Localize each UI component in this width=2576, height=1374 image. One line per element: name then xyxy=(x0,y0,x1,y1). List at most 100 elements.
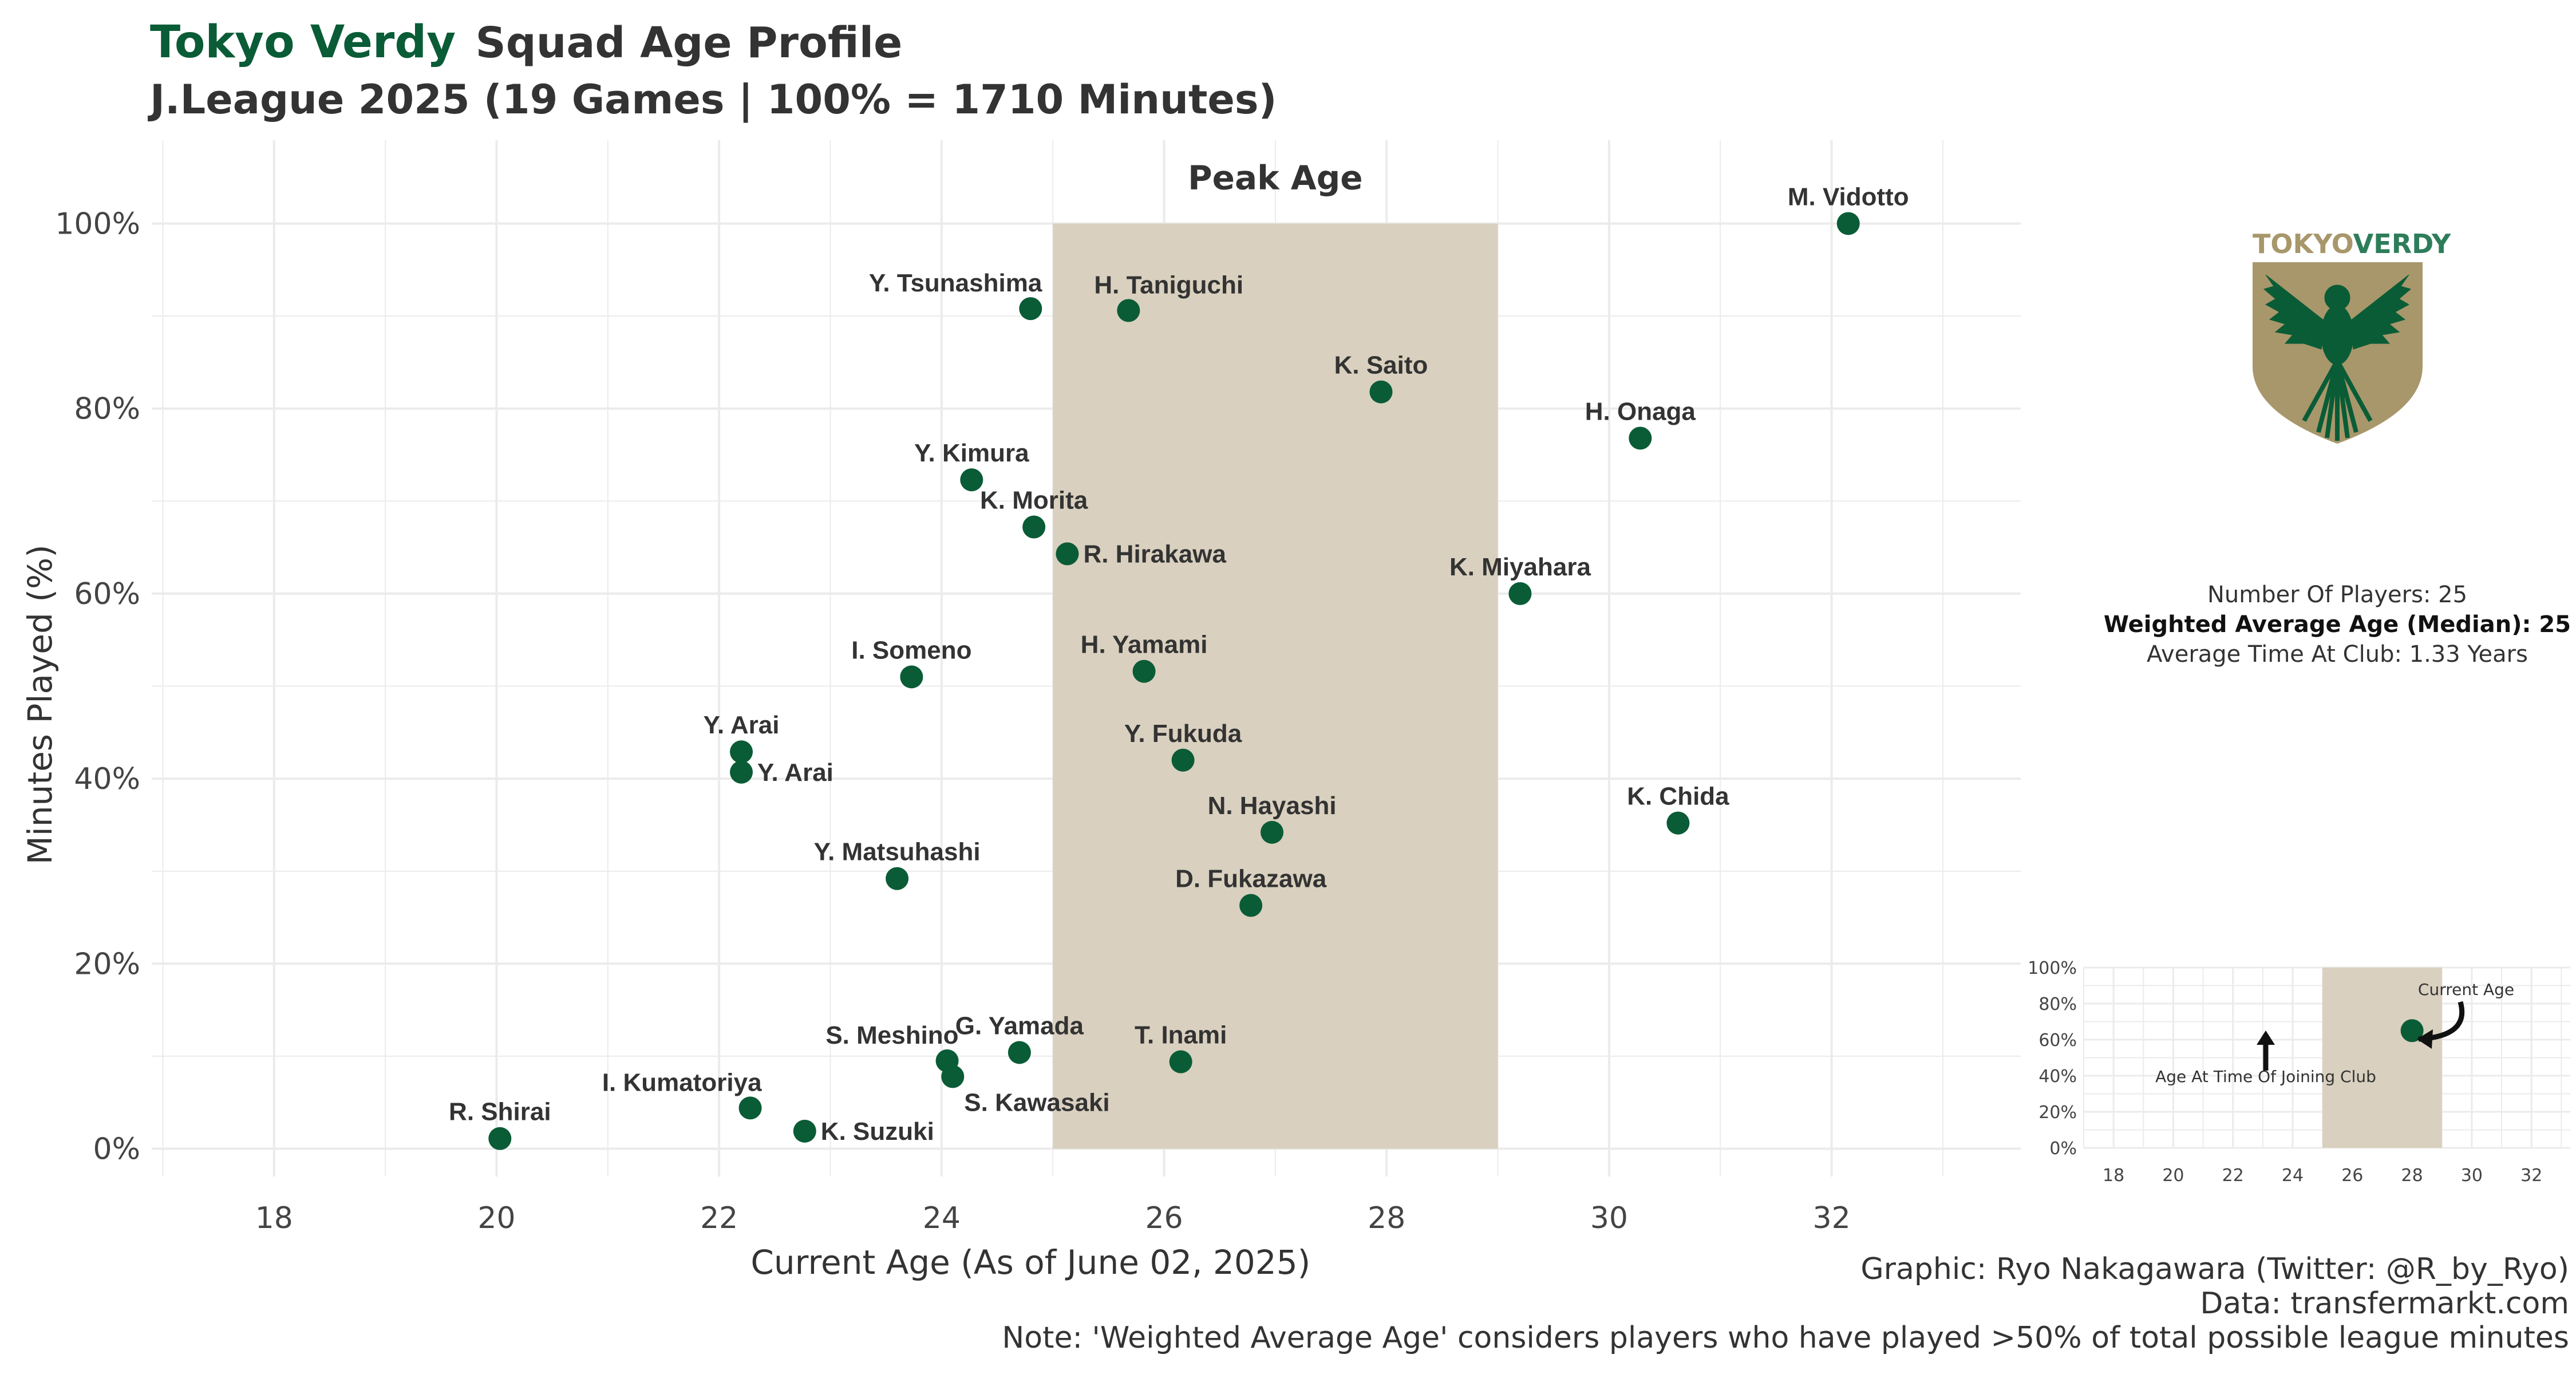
player-label: H. Onaga xyxy=(1585,397,1696,425)
logo-wordmark: TOKYOVERDY xyxy=(2253,228,2451,259)
inset-y-tick-label: 60% xyxy=(2038,1030,2077,1051)
y-tick-label: 40% xyxy=(74,762,140,796)
x-tick-label: 30 xyxy=(1590,1201,1628,1235)
player-label: Y. Arai xyxy=(704,711,780,739)
player-label: I. Someno xyxy=(851,636,971,664)
player-point xyxy=(1508,582,1532,605)
player-point xyxy=(793,1119,816,1143)
inset-y-tick-label: 40% xyxy=(2038,1067,2077,1087)
player-label: S. Meshino xyxy=(825,1021,958,1049)
player-point xyxy=(1019,297,1042,321)
title-rest: Squad Age Profile xyxy=(476,18,903,68)
inset-y-tick-label: 20% xyxy=(2038,1103,2077,1123)
x-tick-label: 26 xyxy=(1145,1201,1183,1235)
player-point xyxy=(900,665,923,689)
inset-x-tick-label: 26 xyxy=(2341,1166,2363,1186)
player-point xyxy=(886,867,909,890)
y-tick-label: 20% xyxy=(74,947,140,981)
player-label: Y. Fukuda xyxy=(1124,720,1242,748)
player-point xyxy=(1171,748,1195,772)
y-tick-label: 0% xyxy=(93,1132,141,1167)
player-label: T. Inami xyxy=(1135,1021,1227,1049)
player-point xyxy=(730,740,753,764)
player-label: H. Yamami xyxy=(1081,631,1208,659)
player-label: Y. Tsunashima xyxy=(869,269,1042,297)
player-point xyxy=(960,468,983,492)
player-point xyxy=(488,1127,512,1150)
player-label: G. Yamada xyxy=(955,1012,1084,1040)
player-label: M. Vidotto xyxy=(1788,183,1909,211)
x-axis-title: Current Age (As of June 02, 2025) xyxy=(750,1243,1310,1282)
current-age-arrowhead-icon xyxy=(2417,1029,2433,1049)
inset-peak-band xyxy=(2322,968,2442,1148)
inset-x-tick-label: 30 xyxy=(2461,1166,2483,1186)
x-tick-label: 22 xyxy=(700,1201,738,1235)
caption-source: Data: transfermarkt.com xyxy=(2200,1286,2569,1321)
player-label: K. Chida xyxy=(1627,783,1729,811)
inset-y-tick-label: 0% xyxy=(2049,1139,2077,1159)
player-point xyxy=(1836,212,1860,235)
player-points xyxy=(488,212,1860,1150)
stat-time-at-club: Average Time At Club: 1.33 Years xyxy=(2147,641,2528,668)
current-age-annotation: Current Age xyxy=(2418,980,2514,999)
chart-title: Tokyo Verdy Squad Age Profile xyxy=(150,17,902,68)
player-labels: M. Vidotto Y. Tsunashima H. Taniguchi K. Sa… xyxy=(449,183,1909,1145)
inset-x-tick-label: 18 xyxy=(2103,1166,2124,1186)
y-tick-label: 60% xyxy=(74,577,140,611)
inset-example-point xyxy=(2400,1019,2424,1043)
player-point xyxy=(1132,660,1156,683)
club-name: Tokyo Verdy xyxy=(150,17,456,68)
y-axis-ticks: 0% 20% 40% 60% 80% 100% xyxy=(55,207,140,1166)
club-logo: TOKYOVERDY xyxy=(2253,228,2451,444)
player-point xyxy=(1008,1041,1031,1064)
inset-y-tick-label: 80% xyxy=(2038,994,2077,1014)
player-point xyxy=(1369,380,1393,404)
peak-age-label: Peak Age xyxy=(1188,159,1363,198)
y-axis-title: Minutes Played (%) xyxy=(21,544,60,864)
stat-player-count: Number Of Players: 25 xyxy=(2207,582,2467,608)
inset-x-tick-label: 24 xyxy=(2282,1166,2304,1186)
player-label: R. Shirai xyxy=(449,1098,551,1126)
inset-x-tick-label: 22 xyxy=(2222,1166,2244,1186)
player-label: R. Hirakawa xyxy=(1083,540,1226,568)
player-label: K. Morita xyxy=(980,487,1088,515)
joined-age-annotation: Age At Time Of Joining Club xyxy=(2155,1067,2376,1086)
stats-block: Number Of Players: 25 Weighted Average A… xyxy=(2104,582,2571,668)
player-point xyxy=(1239,894,1263,917)
caption-credit: Graphic: Ryo Nakagawara (Twitter: @R_by_… xyxy=(1860,1252,2569,1286)
player-label: K. Suzuki xyxy=(821,1118,934,1146)
player-point xyxy=(1117,299,1140,322)
y-tick-label: 100% xyxy=(55,207,140,241)
player-label: S. Kawasaki xyxy=(964,1088,1109,1116)
x-tick-label: 28 xyxy=(1368,1201,1405,1235)
player-label: K. Miyahara xyxy=(1449,553,1591,581)
y-tick-label: 80% xyxy=(74,392,140,427)
player-point xyxy=(730,760,753,784)
x-tick-label: 32 xyxy=(1813,1201,1851,1235)
player-label: K. Saito xyxy=(1334,352,1428,380)
player-point xyxy=(1666,811,1690,835)
logo-eagle-icon xyxy=(2263,274,2412,441)
chart-subtitle: J.League 2025 (19 Games | 100% = 1710 Mi… xyxy=(148,76,1277,123)
inset-x-ticks: 18 20 22 24 26 28 30 32 xyxy=(2103,1166,2542,1186)
player-point xyxy=(1169,1050,1192,1073)
player-point xyxy=(1261,820,1284,844)
player-point xyxy=(1629,427,1652,450)
stat-weighted-age: Weighted Average Age (Median): 25 xyxy=(2104,611,2571,638)
x-tick-label: 20 xyxy=(477,1201,515,1235)
inset-y-ticks: 0% 20% 40% 60% 80% 100% xyxy=(2028,958,2077,1159)
player-label: H. Taniguchi xyxy=(1094,271,1243,299)
player-label: D. Fukazawa xyxy=(1175,864,1327,893)
player-label: Y. Matsuhashi xyxy=(814,838,981,866)
inset-x-tick-label: 32 xyxy=(2520,1166,2542,1186)
legend-inset: 18 20 22 24 26 28 30 32 0% 20% 40% 60% 80% 100% Curr… xyxy=(2028,958,2570,1186)
joined-age-arrowhead-icon xyxy=(2257,1030,2275,1045)
caption-note: Note: 'Weighted Average Age' considers p… xyxy=(1002,1321,2569,1355)
player-point xyxy=(738,1096,762,1120)
x-tick-label: 18 xyxy=(255,1201,293,1235)
caption: Graphic: Ryo Nakagawara (Twitter: @R_by_… xyxy=(1002,1252,2569,1355)
x-axis-ticks: 18 20 22 24 26 28 30 32 xyxy=(255,1201,1851,1235)
player-label: Y. Kimura xyxy=(914,439,1029,467)
peak-age-band xyxy=(1053,223,1498,1149)
